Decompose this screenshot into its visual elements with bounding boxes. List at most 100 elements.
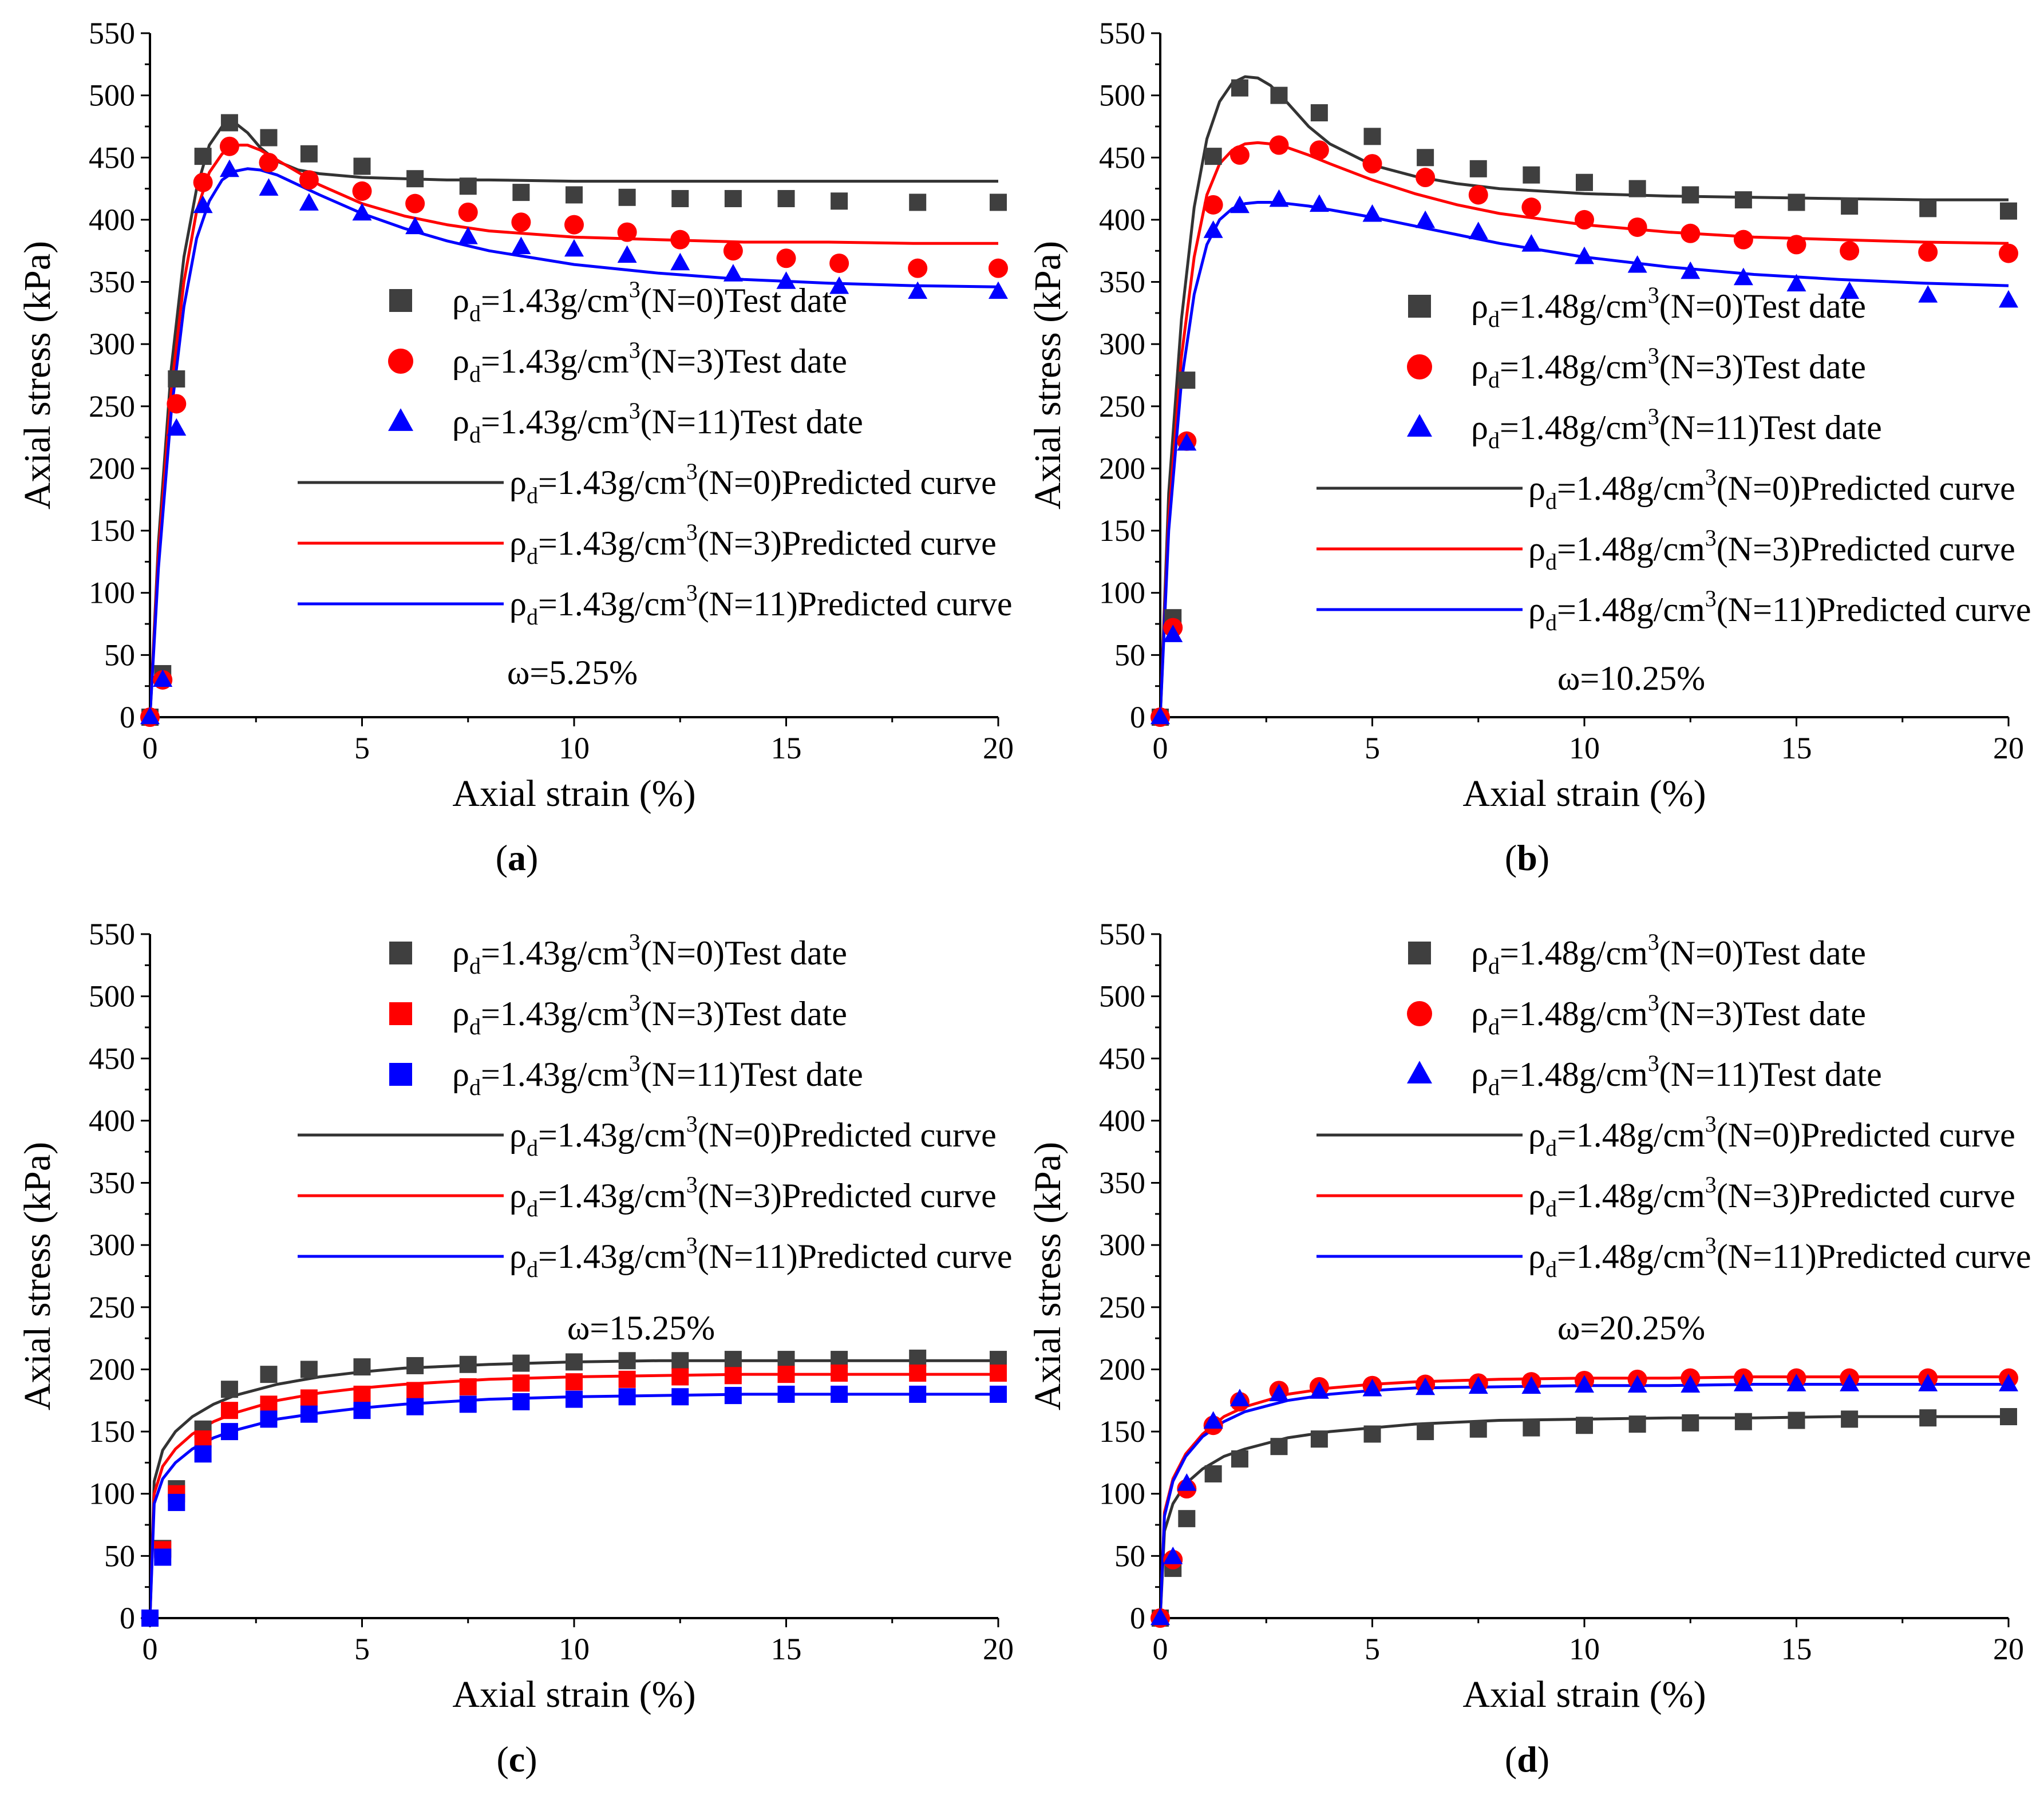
data-point: [909, 1349, 927, 1367]
data-point: [566, 1353, 583, 1371]
series-line: [150, 1373, 998, 1618]
y-tick-label: 100: [89, 1477, 135, 1511]
x-tick-label: 5: [354, 1632, 370, 1666]
data-point: [1203, 195, 1223, 215]
data-point: [512, 1374, 530, 1392]
data-point: [299, 170, 319, 190]
data-point: [1682, 186, 1699, 204]
y-tick-label: 200: [1099, 1352, 1145, 1386]
data-point: [566, 1390, 583, 1408]
legend-symbol: [1408, 942, 1431, 964]
data-point: [1627, 217, 1647, 237]
legend-symbol: [1408, 295, 1431, 318]
data-point: [193, 172, 213, 192]
y-tick-label: 100: [89, 576, 135, 610]
data-point: [1269, 1383, 1289, 1402]
data-point: [617, 245, 637, 263]
data-point: [259, 178, 279, 196]
x-tick-label: 20: [1993, 1632, 2024, 1666]
y-tick-label: 0: [1130, 700, 1145, 734]
chart-b: 0 50 100 150 200 250 300 350 400 450 500 550 0 5 10 15 2…: [1027, 16, 2031, 878]
y-tick-label: 400: [1099, 1104, 1145, 1138]
y-tick-label: 200: [89, 451, 135, 485]
data-point: [406, 1398, 424, 1415]
y-tick-label: 300: [89, 1228, 135, 1262]
moisture-annotation: ω=5.25%: [507, 654, 638, 691]
data-point: [909, 193, 927, 211]
data-point: [671, 1388, 689, 1406]
data-point: [458, 226, 478, 244]
data-point: [1733, 230, 1753, 250]
series-line: [150, 1393, 998, 1618]
data-point: [908, 258, 928, 278]
x-tick-label: 10: [559, 731, 590, 765]
y-tick-label: 250: [89, 389, 135, 424]
data-point: [831, 192, 848, 210]
legend-symbol: [1407, 1061, 1432, 1084]
legend-label: ρd=1.43g/cm3(N=11)Test date: [452, 1050, 863, 1100]
y-tick-label: 450: [89, 1041, 135, 1075]
data-point: [1788, 1411, 1805, 1429]
chart-a: 0 50 100 150 200 250 300 350 400 450 500 550 0 5 10 15 2…: [17, 16, 1014, 878]
y-tick-label: 300: [1099, 327, 1145, 361]
data-point: [154, 1548, 172, 1566]
data-point: [1999, 243, 2018, 263]
data-point: [829, 253, 849, 273]
data-point: [724, 1387, 742, 1405]
y-tick-label: 100: [1099, 1477, 1145, 1511]
data-point: [909, 1364, 927, 1382]
data-point: [1627, 1375, 1647, 1393]
data-point: [300, 145, 318, 163]
data-point: [406, 1382, 424, 1399]
data-point: [989, 281, 1008, 299]
chart-c: 0 50 100 150 200 250 300 350 400 450 500 550 0 5 10 15 2…: [17, 917, 1014, 1780]
data-point: [260, 1366, 278, 1383]
y-axis-title: Axial stress (kPa): [17, 1142, 58, 1410]
data-point: [220, 114, 238, 132]
x-tick-label: 0: [143, 731, 158, 765]
legend-label: ρd=1.48g/cm3(N=0)Test date: [1471, 282, 1866, 332]
data-point: [1575, 246, 1594, 264]
data-point: [1204, 148, 1222, 165]
legend-label: ρd=1.48g/cm3(N=3)Predicted curve: [1528, 1172, 2015, 1221]
y-tick-label: 50: [1114, 638, 1145, 672]
data-point: [1733, 1374, 1753, 1391]
y-axis-title: Axial stress (kPa): [1027, 1142, 1069, 1410]
x-tick-label: 5: [354, 731, 370, 765]
data-point: [831, 1364, 848, 1382]
x-tick-label: 15: [771, 1632, 802, 1666]
y-tick-label: 400: [89, 203, 135, 237]
legend-label: ρd=1.48g/cm3(N=11)Predicted curve: [1528, 586, 2031, 635]
legend-label: ρd=1.43g/cm3(N=11)Predicted curve: [509, 580, 1013, 630]
moisture-annotation: ω=20.25%: [1557, 1309, 1705, 1347]
data-point: [1163, 1547, 1183, 1564]
y-tick-label: 350: [1099, 265, 1145, 299]
data-point: [1468, 222, 1488, 239]
legend-symbol: [1407, 1001, 1432, 1026]
data-point: [670, 252, 690, 271]
data-point: [1177, 1473, 1197, 1491]
data-point: [193, 195, 213, 213]
y-axis-title: Axial stress (kPa): [17, 241, 58, 509]
data-point: [1919, 200, 1937, 218]
data-point: [1786, 1374, 1806, 1391]
data-point: [989, 258, 1008, 278]
y-tick-label: 550: [1099, 917, 1145, 951]
data-point: [511, 212, 531, 232]
data-point: [405, 193, 425, 213]
legend-symbol: [389, 289, 412, 312]
y-tick-label: 250: [1099, 1290, 1145, 1324]
data-point: [1309, 1381, 1329, 1399]
legend-label: ρd=1.48g/cm3(N=11)Predicted curve: [1528, 1232, 2031, 1282]
y-tick-label: 500: [1099, 979, 1145, 1014]
moisture-annotation: ω=10.25%: [1557, 659, 1705, 697]
y-tick-label: 150: [89, 513, 135, 548]
series-line: [150, 1359, 998, 1618]
data-point: [908, 281, 928, 299]
y-tick-label: 300: [89, 327, 135, 361]
data-point: [260, 1410, 278, 1428]
legend-label: ρd=1.43g/cm3(N=11)Test date: [452, 398, 863, 448]
legend-label: ρd=1.48g/cm3(N=11)Test date: [1471, 404, 1882, 453]
data-point: [512, 184, 530, 201]
